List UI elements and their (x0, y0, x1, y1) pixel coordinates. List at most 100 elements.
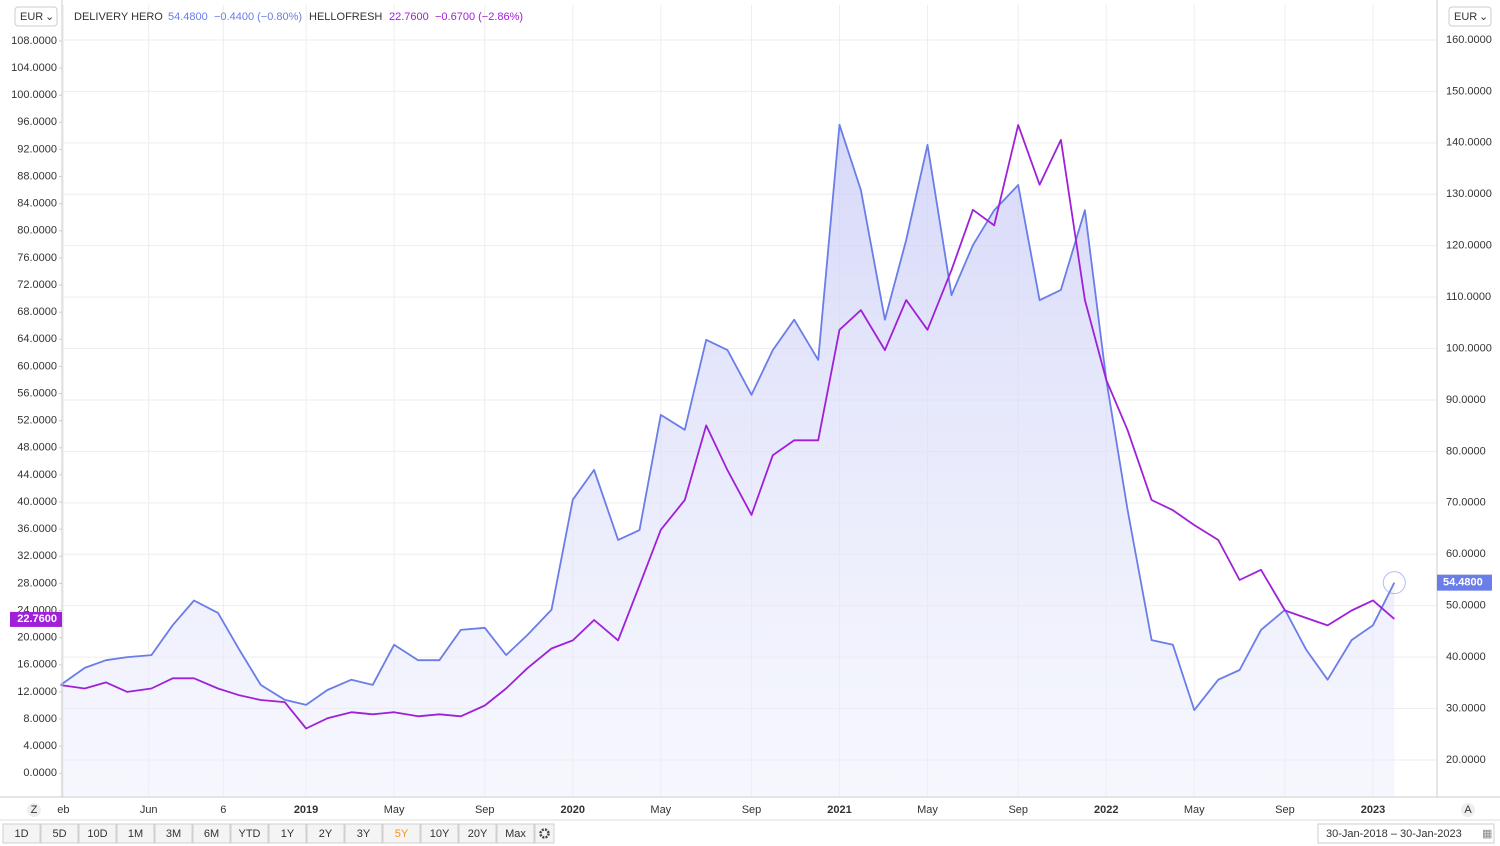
y-tick-label: 60.0000 (17, 360, 57, 372)
y-tick-label: 44.0000 (17, 469, 57, 481)
y-tick-label: 28.0000 (17, 577, 57, 589)
y2-tick-label: 30.0000 (1446, 702, 1486, 714)
range-button[interactable] (78, 823, 117, 844)
currency-select[interactable] (1448, 6, 1492, 27)
toolbar: 1D 5D 10D 1M 3M 6M YTD 1Y 2Y 3Y 5Y 10Y 20Y Max (2, 823, 555, 844)
auto-button-label[interactable]: A (1464, 804, 1472, 816)
dropdown-arrow: ⌄ (45, 11, 54, 23)
last-value-label: 22.7600 (17, 613, 57, 625)
x-tick-label: May (1184, 804, 1205, 816)
auto-button[interactable] (1461, 803, 1475, 817)
x-tick-label: 2023 (1361, 804, 1385, 816)
y-tick-label: 104.0000 (11, 62, 57, 74)
range-button-label[interactable]: 10D (87, 828, 107, 840)
y2-tick-label: 40.0000 (1446, 651, 1486, 663)
y2-tick-label: 50.0000 (1446, 600, 1486, 612)
y-tick-label: 16.0000 (17, 659, 57, 671)
calendar-icon[interactable]: ▦ (1482, 828, 1492, 840)
range-button[interactable] (40, 823, 79, 844)
date-range[interactable]: 30-Jan-2018 – 30-Jan-2023 (1326, 828, 1462, 840)
y2-tick-label: 60.0000 (1446, 548, 1486, 560)
x-tick-label: 2022 (1094, 804, 1118, 816)
range-button-label[interactable]: 2Y (319, 828, 333, 840)
range-button-label[interactable]: 1Y (281, 828, 295, 840)
x-tick-label: Jun (140, 804, 158, 816)
y-tick-label: 20.0000 (17, 632, 57, 644)
range-button-label[interactable]: 3Y (357, 828, 371, 840)
y-tick-label: 92.0000 (17, 143, 57, 155)
y-tick-label: 84.0000 (17, 198, 57, 210)
area (60, 124, 1395, 798)
x-tick-label: May (917, 804, 938, 816)
x-tick-label: 6 (220, 804, 226, 816)
y2-tick-label: 90.0000 (1446, 394, 1486, 406)
legend-value: 22.7600 (389, 11, 429, 23)
line (60, 123, 1396, 711)
range-button-label[interactable]: 20Y (468, 828, 488, 840)
settings-icon[interactable] (539, 828, 550, 839)
last-value-label: 54.4800 (1443, 577, 1483, 589)
y2-tick-label: 70.0000 (1446, 497, 1486, 509)
zoom-button[interactable] (27, 803, 41, 817)
x-tick-label: Sep (1008, 804, 1028, 816)
zoom-button-label[interactable]: Z (31, 804, 38, 816)
last-point (1382, 571, 1406, 595)
range-button[interactable] (2, 823, 41, 844)
range-button[interactable] (496, 823, 535, 844)
line (60, 124, 1395, 730)
x-tick-label: May (384, 804, 405, 816)
range-button[interactable] (382, 823, 421, 844)
y-tick-label: 0.0000 (23, 767, 57, 779)
labels: eb Jun 6 2019 May Sep 2020 May Sep 2021 May Sep 2022… (10, 34, 1492, 816)
range-button[interactable] (268, 823, 307, 844)
legend-value: 54.4800 (168, 11, 208, 23)
y-tick-label: 40.0000 (17, 496, 57, 508)
currency-right[interactable]: EUR (1454, 11, 1477, 23)
range-button[interactable] (420, 823, 459, 844)
y-tick-label: 72.0000 (17, 279, 57, 291)
range-button-label[interactable]: 3M (166, 828, 181, 840)
x-tick-label: 2020 (561, 804, 585, 816)
y2-tick-label: 130.0000 (1446, 188, 1492, 200)
range-button-label[interactable]: 5D (52, 828, 66, 840)
range-button[interactable] (116, 823, 155, 844)
range-button-label[interactable]: 1M (128, 828, 143, 840)
range-button-label[interactable]: 10Y (430, 828, 450, 840)
settings-button[interactable] (534, 823, 555, 844)
range-button[interactable] (154, 823, 193, 844)
range-button[interactable] (192, 823, 231, 844)
range-button[interactable] (344, 823, 383, 844)
x-tick-label: May (650, 804, 671, 816)
range-button-label[interactable]: YTD (239, 828, 261, 840)
range-button-label[interactable]: 5Y (395, 828, 409, 840)
x-tick-label: Sep (1275, 804, 1295, 816)
x-tick-label: 2019 (294, 804, 318, 816)
x-tick-label: Sep (742, 804, 762, 816)
y-tick-label: 52.0000 (17, 415, 57, 427)
range-button[interactable] (230, 823, 269, 844)
y2-tick-label: 20.0000 (1446, 754, 1486, 766)
range-button[interactable] (306, 823, 345, 844)
y-tick-label: 4.0000 (23, 740, 57, 752)
x-tick-label: eb (57, 804, 69, 816)
y-tick-label: 96.0000 (17, 116, 57, 128)
date-range-box[interactable] (1317, 823, 1495, 844)
y2-tick-label: 150.0000 (1446, 85, 1492, 97)
y-tick-label: 100.0000 (11, 89, 57, 101)
y-tick-label: 56.0000 (17, 387, 57, 399)
y2-tick-label: 160.0000 (1446, 34, 1492, 46)
currency-select[interactable] (14, 6, 58, 27)
y-tick-label: 68.0000 (17, 306, 57, 318)
range-button-label[interactable]: 6M (204, 828, 219, 840)
y-tick-label: 80.0000 (17, 225, 57, 237)
y-tick-label: 8.0000 (23, 713, 57, 725)
range-button-label[interactable]: 1D (14, 828, 28, 840)
currency-left[interactable]: EUR (20, 11, 43, 23)
y-tick-label: 32.0000 (17, 550, 57, 562)
range-button[interactable] (458, 823, 497, 844)
y2-tick-label: 120.0000 (1446, 240, 1492, 252)
range-button-label[interactable]: Max (505, 828, 526, 840)
y2-tick-label: 140.0000 (1446, 137, 1492, 149)
